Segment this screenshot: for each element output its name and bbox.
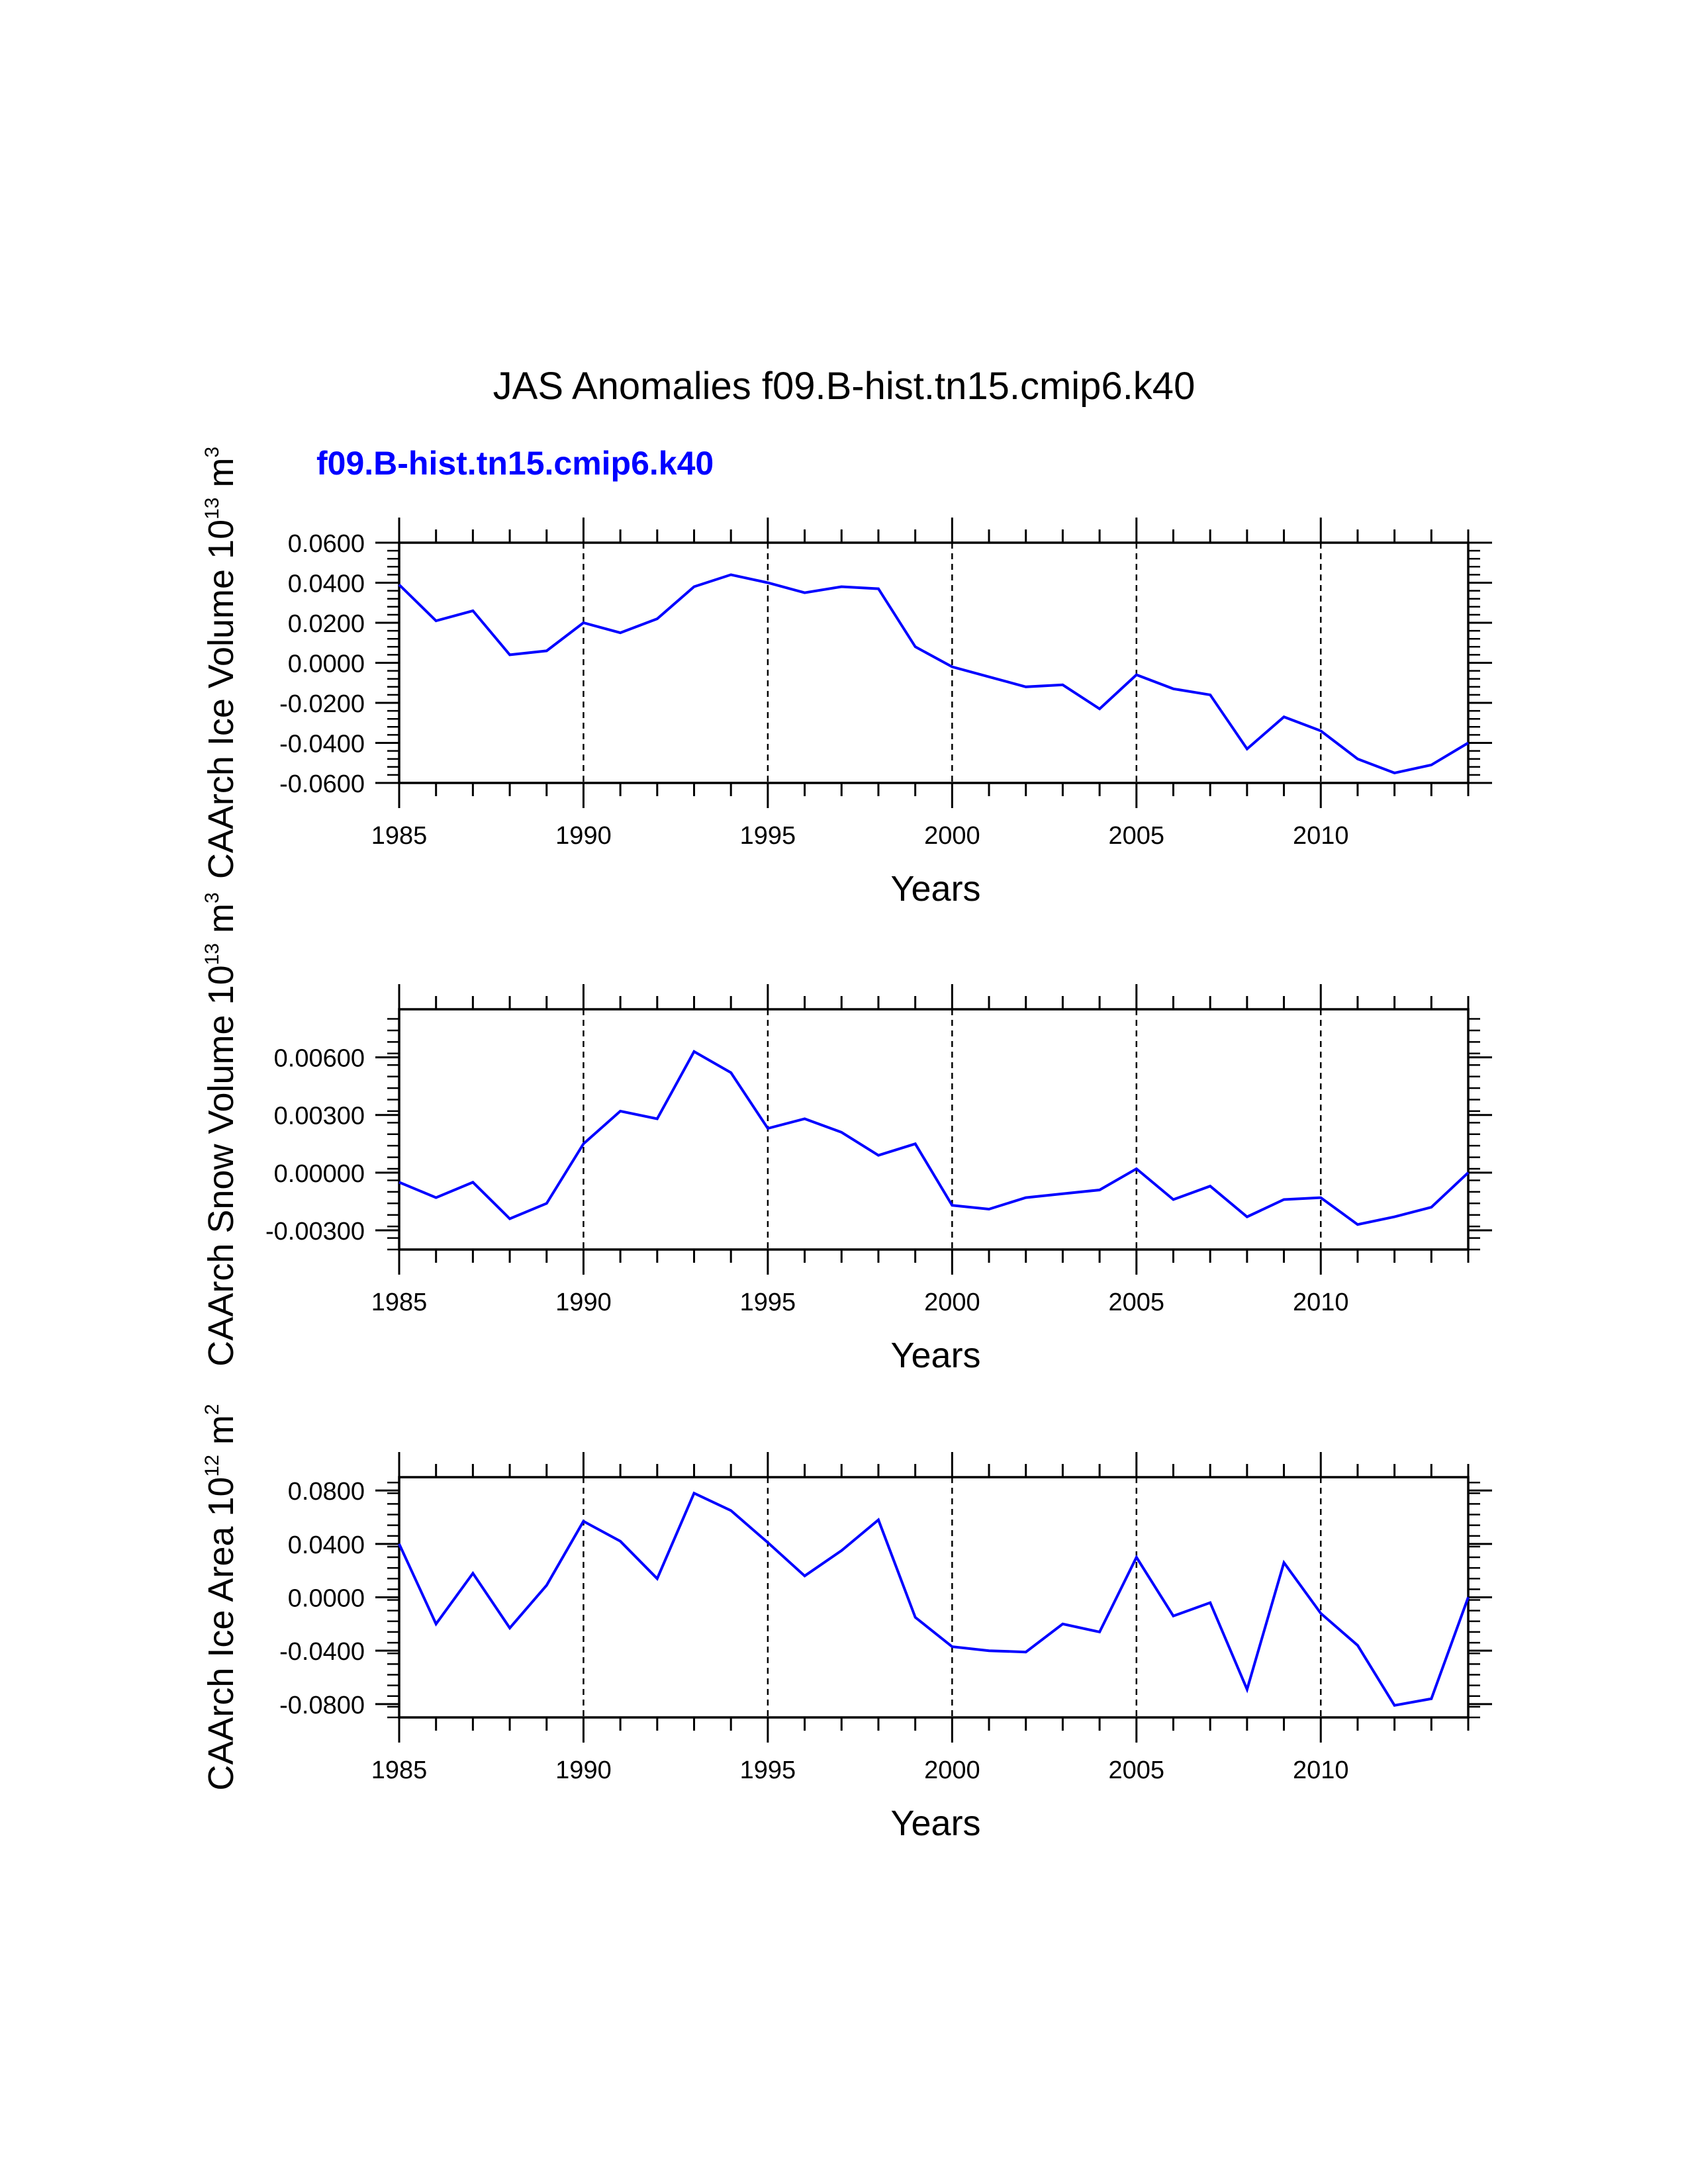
x-tick-label: 1995 (740, 1756, 796, 1784)
y-axis-label: CAArch Snow Volume 1013 m3 (201, 892, 241, 1366)
chart-panel-2: -0.00300 0.00000 0.00300 0.00600 1985 1990 199… (201, 892, 1492, 1375)
y-tick-label: 0.00000 (274, 1160, 365, 1188)
x-tick-label: 2000 (924, 1756, 980, 1784)
y-axis-label-unit-exponent: 3 (201, 447, 223, 458)
y-tick-label: -0.0600 (279, 770, 365, 798)
y-tick-label: -0.0400 (279, 1638, 365, 1666)
x-tick-label: 2005 (1109, 1289, 1165, 1316)
y-tick-label: 0.0800 (288, 1478, 365, 1506)
x-tick-label: 2010 (1293, 822, 1349, 850)
chart-panel-1: -0.0600 -0.0400 -0.0200 0.0000 0.0200 0.0400 0… (201, 447, 1492, 909)
x-tick-label: 1990 (555, 1756, 612, 1784)
y-tick-label: 0.0400 (288, 570, 365, 598)
y-axis-label-text: CAArch Ice Volume 10 (201, 520, 241, 879)
panels: -0.0600 -0.0400 -0.0200 0.0000 0.0200 0.0400 0… (201, 447, 1492, 1843)
x-tick-label: 1995 (740, 822, 796, 850)
plot-frame (398, 541, 1470, 784)
x-tick-label: 1990 (555, 822, 612, 850)
y-tick-label: 0.0400 (288, 1531, 365, 1559)
x-tick-label: 2010 (1293, 1756, 1349, 1784)
y-axis-label-unit: m (201, 1415, 241, 1455)
x-axis-label: Years (890, 1336, 980, 1375)
series-line (399, 1050, 1470, 1226)
y-axis-label-text: CAArch Snow Volume 10 (201, 965, 241, 1366)
y-axis-label: CAArch Ice Volume 1013 m3 (201, 447, 241, 879)
x-tick-label: 2000 (924, 822, 980, 850)
x-tick-label: 1995 (740, 1289, 796, 1316)
series-line (398, 1491, 1470, 1707)
x-tick-label: 2005 (1109, 822, 1165, 850)
y-tick-label: 0.0000 (288, 651, 365, 678)
y-tick-label: -0.0400 (279, 731, 365, 758)
y-tick-label: 0.00300 (274, 1103, 365, 1130)
y-axis-label-unit: m (201, 458, 241, 498)
plot-frame (398, 1008, 1470, 1251)
y-tick-label: 0.0200 (288, 610, 365, 638)
x-tick-label: 1985 (371, 822, 428, 850)
x-tick-label: 2010 (1293, 1289, 1349, 1316)
chart-title: JAS Anomalies f09.B-hist.tn15.cmip6.k40 (493, 365, 1196, 408)
y-tick-label: 0.0600 (288, 530, 365, 558)
x-tick-label: 1985 (371, 1756, 428, 1784)
x-tick-label: 1990 (555, 1289, 612, 1316)
x-tick-label: 2000 (924, 1289, 980, 1316)
y-axis-label: CAArch Ice Area 1012 m2 (201, 1404, 241, 1790)
x-tick-label: 1985 (371, 1289, 428, 1316)
y-tick-label: -0.0800 (279, 1692, 365, 1719)
y-axis-label-exponent: 13 (201, 498, 223, 520)
y-tick-label: -0.0200 (279, 690, 365, 718)
y-axis-label-unit-exponent: 2 (201, 1404, 223, 1415)
x-axis-label: Years (890, 1803, 980, 1843)
y-axis-label-unit-exponent: 3 (201, 892, 223, 903)
y-tick-label: -0.00300 (265, 1218, 365, 1246)
chart-panel-3: -0.0800 -0.0400 0.0000 0.0400 0.0800 1985 1990… (201, 1404, 1492, 1843)
y-axis-label-exponent: 12 (201, 1455, 223, 1477)
y-tick-label: 0.0000 (288, 1585, 365, 1613)
y-tick-label: 0.00600 (274, 1045, 365, 1073)
y-axis-label-text: CAArch Ice Area 10 (201, 1477, 241, 1790)
x-tick-label: 2005 (1109, 1756, 1165, 1784)
legend-label: f09.B-hist.tn15.cmip6.k40 (316, 445, 714, 482)
y-axis-label-unit: m (201, 903, 241, 943)
y-axis-label-exponent: 13 (201, 943, 223, 965)
series-line (398, 573, 1470, 774)
x-axis-label: Years (890, 869, 980, 909)
